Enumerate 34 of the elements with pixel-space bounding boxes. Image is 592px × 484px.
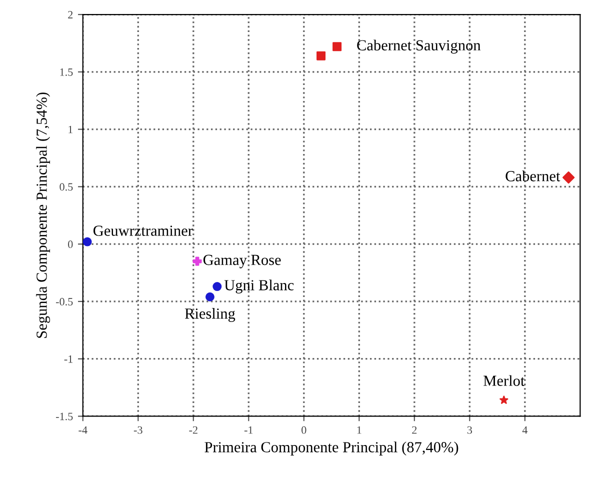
- point: [500, 396, 508, 404]
- x-axis-title: Primeira Componente Principal (87,40%): [204, 442, 458, 456]
- point: [192, 256, 202, 266]
- y-tick-label: 0.5: [60, 183, 73, 191]
- y-tick-label: 1.5: [60, 68, 73, 76]
- series-label: Ugni Blanc: [224, 280, 294, 294]
- point: [316, 51, 326, 60]
- x-tick-label: 3: [467, 426, 472, 434]
- y-tick-label: -1: [64, 355, 72, 363]
- y-tick-label: 2: [68, 11, 73, 18]
- y-axis-title: Segunda Componente Principal (7,54%): [36, 92, 50, 338]
- point: [212, 282, 222, 292]
- point: [562, 171, 575, 184]
- x-tick-label: 1: [357, 426, 362, 434]
- y-tick-label: -0.5: [56, 298, 73, 306]
- y-tick-label: 0: [68, 240, 73, 248]
- y-tick-label: 1: [68, 126, 72, 134]
- series-label: Cabernet Sauvignon: [357, 40, 481, 54]
- y-tick-label: -1.5: [56, 412, 73, 420]
- point: [82, 237, 92, 246]
- x-tick-label: 4: [522, 426, 528, 434]
- x-tick-label: -3: [134, 426, 142, 434]
- x-tick-label: -1: [244, 426, 253, 434]
- x-tick-label: -4: [78, 426, 88, 434]
- x-tick-label: -2: [189, 426, 198, 434]
- x-tick-label: 2: [412, 426, 417, 434]
- series-label: Gamay Rose: [203, 254, 281, 268]
- x-tick-label: 0: [302, 426, 306, 434]
- point: [332, 42, 342, 52]
- point: [205, 292, 214, 302]
- series-label: Cabernet: [506, 170, 560, 182]
- series-label: Riesling: [184, 308, 236, 322]
- series-label: Geuwrztraminer: [93, 226, 193, 236]
- series-label: Merlot: [484, 375, 525, 386]
